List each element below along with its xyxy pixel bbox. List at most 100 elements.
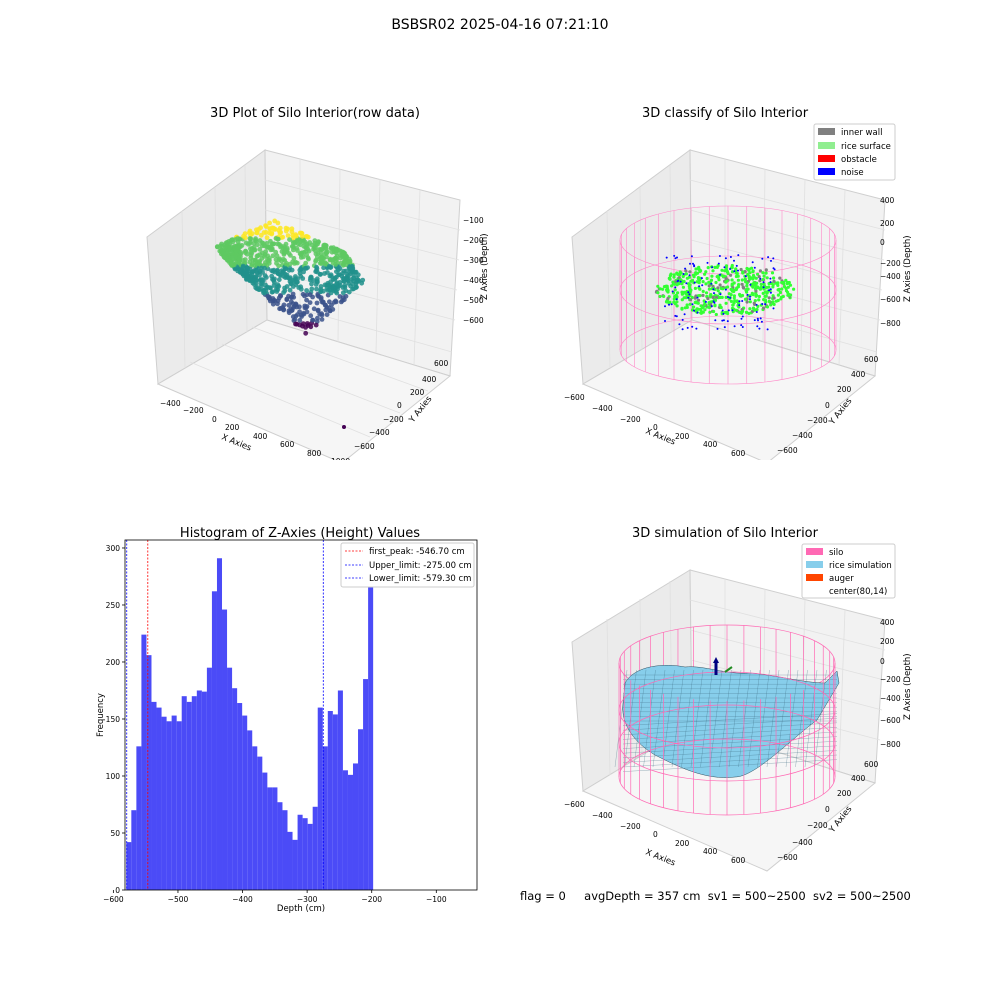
x-tick: 600 <box>280 440 295 449</box>
legend-swatch <box>806 587 823 594</box>
histogram-title: Histogram of Z-Axies (Height) Values <box>180 526 420 541</box>
histogram-xtick: −400 <box>232 895 253 904</box>
histogram-bar <box>342 770 348 890</box>
histogram-bar <box>216 558 223 890</box>
x-tick: −200 <box>183 406 204 415</box>
histogram-bar <box>282 810 288 890</box>
y-tick: 400 <box>851 774 866 783</box>
z-tick: −600 <box>880 716 901 725</box>
z-tick: −600 <box>880 295 901 304</box>
x-tick: −200 <box>620 822 641 831</box>
histogram-yticks: 0 50 100 150 200 250 300 <box>106 544 125 895</box>
legend-label: rice simulation <box>829 561 892 571</box>
histogram-bar <box>287 831 293 890</box>
legend-label: silo <box>829 548 843 558</box>
histogram-bar <box>156 707 162 890</box>
z-tick: 400 <box>880 196 895 205</box>
x-tick: −400 <box>592 811 613 820</box>
histogram-bar <box>292 839 298 890</box>
histogram-bar <box>337 690 343 890</box>
histogram-bar <box>206 667 212 890</box>
histogram-bar <box>227 667 233 890</box>
x-tick: 0 <box>653 830 658 839</box>
histogram-bar <box>267 787 273 890</box>
raw-scatter-title: 3D Plot of Silo Interior(row data) <box>210 106 420 121</box>
classify-zlabel: Z Axies (Depth) <box>903 235 913 302</box>
z-tick: −400 <box>463 276 484 285</box>
y-tick: 200 <box>837 385 852 394</box>
classify-panel: 3D classify of Silo Interior −600 −400 −… <box>564 106 913 460</box>
legend-swatch <box>806 574 823 581</box>
z-tick: −200 <box>880 675 901 684</box>
x-tick: 600 <box>731 856 746 865</box>
y-tick: 0 <box>825 401 830 410</box>
histogram-bar <box>131 810 137 890</box>
legend-label: center(80,14) <box>829 587 887 597</box>
y-tick: 200 <box>837 789 852 798</box>
y-tick: 0 <box>825 805 830 814</box>
legend-label: rice surface <box>841 142 891 152</box>
legend-label: first_peak: -546.70 cm <box>369 547 465 557</box>
z-tick: 400 <box>880 618 895 627</box>
flag-value: flag = 0 <box>520 889 566 903</box>
histogram-vlines <box>126 540 324 890</box>
histogram-bar <box>151 701 157 890</box>
x-tick: −400 <box>592 404 613 413</box>
z-tick: −400 <box>880 694 901 703</box>
histogram-bar <box>176 721 182 890</box>
simulation-panel: 3D simulation of Silo Interior −600 −400… <box>564 526 913 872</box>
y-tick: −400 <box>792 838 813 847</box>
histogram-bar <box>237 703 243 890</box>
x-tick: 600 <box>731 449 746 458</box>
simulation-title: 3D simulation of Silo Interior <box>632 526 819 541</box>
histogram-frame <box>124 539 478 891</box>
classify-ticks: −600 −400 −200 0 200 400 600 −600 −400 −… <box>564 196 901 458</box>
histogram-ytick: 0 <box>115 886 120 895</box>
classify-title: 3D classify of Silo Interior <box>642 106 809 121</box>
histogram-bar <box>302 818 308 890</box>
histogram-bar <box>252 746 258 890</box>
classify-axes: −600 −400 −200 0 200 400 600 −600 −400 −… <box>564 149 913 460</box>
z-tick: −600 <box>463 316 484 325</box>
histogram-bar <box>146 655 152 890</box>
y-tick: −600 <box>777 446 798 455</box>
histogram-bar <box>312 806 318 890</box>
legend-swatch <box>818 142 835 149</box>
auger-marker <box>713 657 733 675</box>
y-tick: 0 <box>397 401 402 410</box>
histogram-ylabel: Frequency <box>96 693 106 737</box>
y-tick: −400 <box>369 428 390 437</box>
legend-swatch <box>806 561 823 568</box>
z-tick: 0 <box>880 657 885 666</box>
y-tick: −600 <box>777 853 798 862</box>
x-tick: 400 <box>703 440 718 449</box>
histogram-bar <box>247 730 253 890</box>
sv2-value: sv2 = 500~2500 <box>812 889 911 903</box>
sv1-value: sv1 = 500~2500 <box>707 889 806 903</box>
simulation-axes: −600 −400 −200 0 200 400 600 −600 −400 −… <box>564 569 913 872</box>
histogram-xlabel: Depth (cm) <box>277 904 325 914</box>
x-tick: 400 <box>253 432 268 441</box>
histogram-ytick: 100 <box>106 772 121 781</box>
z-tick: −100 <box>463 216 484 225</box>
x-tick: 200 <box>675 839 690 848</box>
y-tick: 200 <box>410 388 425 397</box>
histogram-ytick: 300 <box>106 544 121 553</box>
z-tick: −800 <box>880 319 901 328</box>
status-line: flag = 0 avgDepth = 357 cm sv1 = 500~250… <box>520 889 911 903</box>
histogram-xtick: −300 <box>297 895 318 904</box>
z-tick: −800 <box>880 740 901 749</box>
histogram-bar <box>191 696 197 890</box>
histogram-bar <box>347 774 353 890</box>
legend-label: Upper_limit: -275.00 cm <box>369 561 472 571</box>
histogram-bar <box>201 691 207 890</box>
x-tick: 200 <box>675 432 690 441</box>
histogram-xtick: −500 <box>168 895 189 904</box>
legend-label: Lower_limit: -579.30 cm <box>369 574 471 584</box>
histogram-xtick: −200 <box>361 895 382 904</box>
avg-depth-value: avgDepth = 357 cm <box>584 889 701 903</box>
raw-scatter-xlabel: X Axies <box>220 433 253 454</box>
z-tick: −200 <box>463 236 484 245</box>
histogram-panel: Histogram of Z-Axies (Height) Values −60… <box>96 526 478 914</box>
